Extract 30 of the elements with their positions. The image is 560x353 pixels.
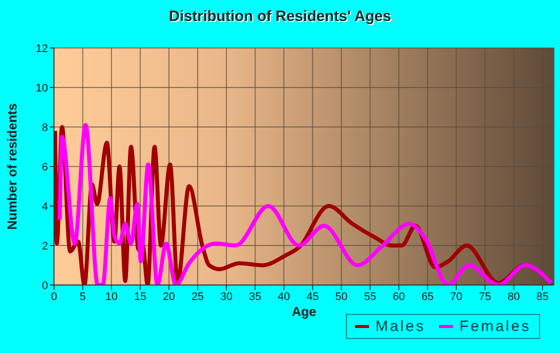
- x-tick-label: 40: [278, 290, 290, 303]
- y-tick-label: 0: [42, 280, 48, 292]
- y-tick-label: 2: [42, 240, 48, 252]
- y-tick-label: 10: [36, 82, 48, 94]
- x-tick-label: 30: [220, 290, 233, 303]
- x-tick-label: 60: [392, 290, 405, 303]
- x-tick-label: 80: [508, 290, 520, 303]
- y-axis-title: Number of residents: [4, 103, 20, 230]
- x-tick-label: 5: [80, 290, 86, 303]
- y-tick-label: 6: [42, 161, 48, 174]
- x-tick-label: 85: [536, 290, 549, 303]
- y-tick-label: 4: [42, 200, 48, 213]
- chart-title: Distribution of Residents' Ages: [168, 8, 392, 25]
- legend-label: Males: [374, 318, 426, 335]
- y-tick-label: 12: [36, 42, 48, 55]
- x-tick-label: 35: [249, 290, 262, 303]
- x-tick-label: 75: [478, 290, 492, 303]
- x-tick-label: 15: [134, 290, 146, 303]
- x-tick-label: 50: [335, 290, 348, 303]
- x-tick-label: 0: [50, 290, 58, 303]
- x-tick-label: 20: [162, 290, 176, 303]
- x-tick-label: 65: [421, 290, 434, 303]
- x-tick-label: 55: [364, 290, 376, 303]
- legend-label: Females: [458, 318, 531, 335]
- x-axis-title: Age: [292, 304, 316, 320]
- x-tick-label: 70: [450, 290, 462, 303]
- x-tick-label: 45: [306, 290, 319, 303]
- x-tick-label: 25: [192, 290, 204, 303]
- x-tick-label: 10: [105, 290, 118, 303]
- y-tick-label: 8: [42, 122, 48, 134]
